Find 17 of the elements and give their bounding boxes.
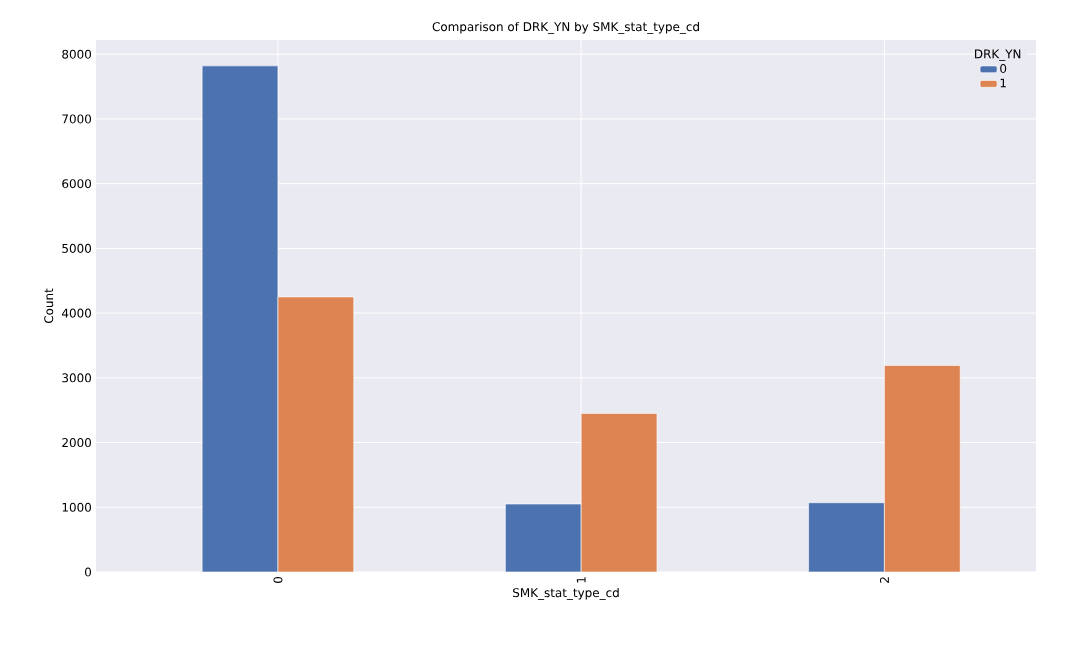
x-tick-label: 0 bbox=[273, 576, 283, 583]
legend-title: DRK_YN bbox=[975, 49, 1021, 62]
y-tick-label: 5000 bbox=[62, 243, 92, 253]
chart-title: Comparison of DRK_YN by SMK_stat_type_cd bbox=[432, 21, 699, 34]
x-tick-label: 2 bbox=[879, 577, 889, 583]
y-tick-label: 7000 bbox=[62, 114, 92, 124]
y-tick-label: 8000 bbox=[62, 49, 92, 59]
y-tick-label: 1000 bbox=[62, 502, 92, 512]
y-tick-label: 6000 bbox=[62, 179, 92, 189]
x-axis-title: SMK_stat_type_cd bbox=[513, 587, 619, 600]
y-tick-label: 4000 bbox=[61, 308, 92, 318]
legend-label: 0 bbox=[1000, 63, 1007, 74]
x-tick-label: 1 bbox=[576, 577, 586, 583]
y-tick-label: 2000 bbox=[62, 438, 92, 448]
y-axis-title: Count bbox=[44, 288, 54, 324]
legend-label: 1 bbox=[1000, 78, 1006, 88]
y-tick-label: 3000 bbox=[62, 373, 92, 383]
